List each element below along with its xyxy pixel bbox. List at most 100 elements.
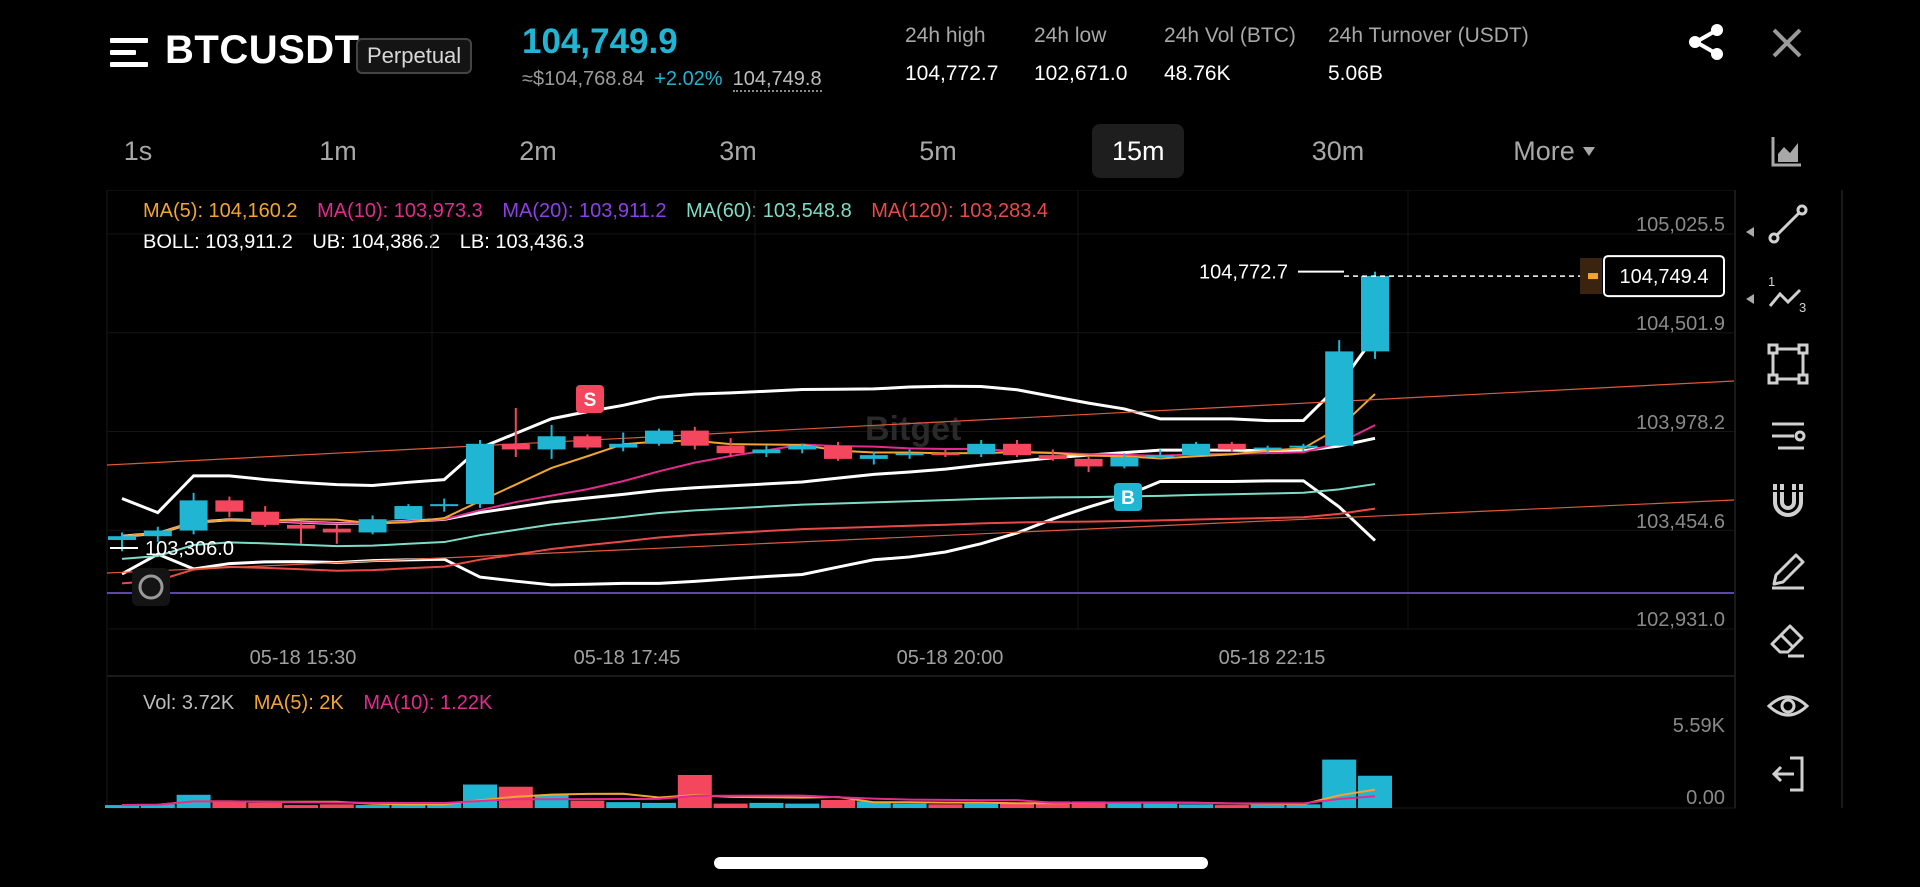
volume-bar	[1107, 802, 1142, 808]
stat-value: 48.76K	[1164, 62, 1231, 85]
candle-body	[287, 524, 315, 529]
candle-body	[716, 445, 745, 454]
exit-icon[interactable]	[1766, 752, 1810, 796]
eraser-icon[interactable]	[1766, 616, 1810, 660]
candlestick-chart[interactable]: Bitget 105,025.5 104,501.9 103,978.2 103,45…	[0, 190, 1920, 815]
stat-24h-low: 24h low 102,671.0	[1034, 24, 1127, 86]
current-price-tag	[1603, 255, 1725, 298]
vol-ma10-line	[121, 794, 1376, 807]
time-axis-label: 05-18 15:30	[250, 647, 357, 669]
time-axis-label: 05-18 20:00	[897, 647, 1004, 669]
trendline-upper	[106, 380, 1735, 466]
price-axis-label: 102,931.0	[1636, 609, 1725, 631]
volume-bar	[1143, 803, 1178, 808]
volume-axis-label: 5.59K	[1673, 715, 1726, 737]
tab-timeframe-15m[interactable]: 15m	[1092, 124, 1184, 178]
tab-timeframe-1m[interactable]: 1m	[319, 136, 357, 166]
volume-bar	[570, 800, 605, 808]
tab-timeframe-1s[interactable]: 1s	[123, 136, 153, 166]
usd-price: ≈$104,768.84	[522, 68, 645, 90]
candle-body	[215, 500, 244, 512]
candle-body	[108, 536, 136, 540]
volume-bar	[606, 802, 641, 808]
ma120-label: MA(120): 103,283.4	[871, 200, 1049, 222]
boll-lower-line	[121, 479, 1377, 587]
boll-lb-label: LB: 103,436.3	[459, 231, 585, 253]
candles	[108, 271, 1389, 552]
reset-view-icon	[138, 574, 164, 600]
candle-body	[1110, 457, 1139, 467]
tab-timeframe-30m[interactable]: 30m	[1311, 136, 1365, 166]
candle-body	[1325, 351, 1354, 446]
stat-value: 104,772.7	[905, 62, 999, 85]
sell-marker-bg	[576, 385, 604, 413]
contract-type-badge: Perpetual	[356, 38, 473, 74]
price-axis-label: 104,501.9	[1636, 313, 1725, 335]
stat-24h-vol: 24h Vol (BTC) 48.76K	[1164, 24, 1296, 86]
buy-marker-bg	[1114, 483, 1142, 511]
volume-bar	[964, 803, 999, 808]
menu-icon[interactable]	[110, 36, 148, 70]
ma10-label: MA(10): 103,973.3	[317, 200, 483, 222]
volume-bar	[248, 802, 283, 808]
candle-body	[1182, 443, 1210, 456]
ma-legend: MA(5): 104,160.2 MA(10): 103,973.3 MA(20…	[143, 200, 1062, 223]
magnet-icon[interactable]	[1766, 478, 1810, 522]
candle-body	[358, 519, 387, 533]
tab-timeframe-2m[interactable]: 2m	[519, 136, 557, 166]
candle-body	[251, 511, 280, 525]
candle-body	[394, 506, 423, 520]
volume-bar	[1214, 805, 1249, 808]
pencil-icon[interactable]	[1766, 548, 1810, 592]
order-marker-dot	[1588, 273, 1598, 280]
candle-body	[931, 453, 960, 456]
volume-bar	[140, 804, 175, 808]
axis-arrow-icon	[1746, 227, 1754, 237]
mark-price[interactable]: 104,749.8	[732, 68, 822, 92]
volume-bar	[1071, 801, 1106, 808]
ma20-label: MA(20): 103,911.2	[502, 200, 667, 222]
volume-bar	[1250, 803, 1285, 808]
tab-timeframe-5m[interactable]: 5m	[919, 136, 957, 166]
share-icon[interactable]	[1686, 22, 1726, 62]
rectangle-icon[interactable]	[1766, 342, 1810, 386]
vol-ma10-label: MA(10): 1.22K	[363, 692, 493, 714]
eye-icon[interactable]	[1766, 684, 1810, 728]
more-timeframes-dropdown[interactable]: More	[1490, 124, 1618, 178]
trendline-icon[interactable]	[1766, 202, 1810, 246]
area-chart-icon[interactable]	[1770, 134, 1804, 168]
last-price: 104,749.9	[522, 22, 678, 61]
candle-body	[179, 500, 208, 531]
ma60-label: MA(60): 103,548.8	[686, 200, 852, 222]
volume-bar	[677, 774, 712, 808]
candle-body	[680, 430, 709, 446]
candle-body	[322, 528, 351, 533]
more-label: More	[1513, 136, 1575, 166]
time-axis-label: 05-18 17:45	[574, 647, 681, 669]
candle-body	[573, 436, 602, 448]
boll-legend: BOLL: 103,911.2 UB: 104,386.2 LB: 103,43…	[143, 231, 598, 254]
candle-body	[1217, 443, 1246, 450]
volume-bar	[1000, 803, 1034, 808]
volume-bar	[749, 802, 784, 808]
trendline-lower	[106, 499, 1735, 574]
change-percent: +2.02%	[654, 68, 723, 90]
close-icon[interactable]	[1770, 26, 1804, 60]
volume-bar	[856, 801, 891, 808]
home-indicator[interactable]	[714, 857, 1208, 869]
candle-body	[895, 453, 924, 456]
volume-bar	[642, 802, 676, 808]
axis-labels: 105,025.5 104,501.9 103,978.2 103,454.6 102,…	[110, 214, 1754, 809]
volume-bars	[105, 759, 1392, 808]
caret-down-icon	[1582, 146, 1595, 156]
current-price-label: 104,749.4	[1620, 266, 1709, 288]
volume-bar	[1286, 804, 1321, 808]
tab-timeframe-3m[interactable]: 3m	[719, 136, 757, 166]
symbol-title[interactable]: BTCUSDT	[165, 28, 360, 72]
volume-bar	[821, 799, 855, 808]
settings-sliders-icon[interactable]	[1766, 412, 1810, 456]
fibonacci-icon[interactable]: 1 3	[1766, 272, 1810, 316]
candle-body	[752, 449, 781, 454]
volume-bar	[892, 803, 927, 808]
ma120-line	[121, 507, 1376, 585]
